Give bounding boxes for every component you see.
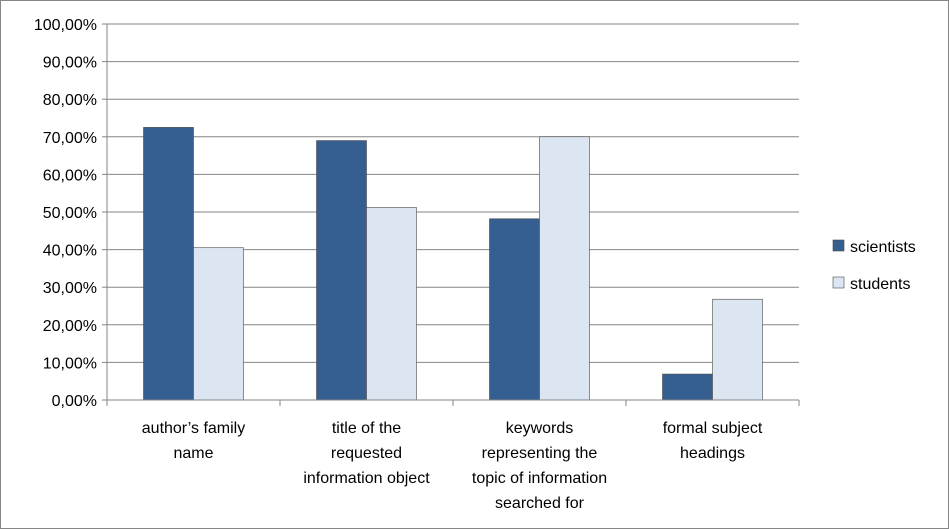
x-category-label: requested — [331, 445, 402, 462]
bar-scientists — [489, 218, 540, 401]
bar-students — [366, 207, 417, 401]
y-tick-label: 10,00% — [43, 355, 97, 372]
x-category-label: searched for — [495, 495, 585, 512]
y-tick-label: 90,00% — [43, 55, 97, 72]
x-axis-category-labels: author’s family name title of the requested… — [142, 420, 763, 512]
legend-swatch-students — [832, 276, 845, 289]
y-tick-label: 0,00% — [52, 393, 97, 410]
bar-students — [193, 247, 244, 401]
bar-students — [539, 136, 590, 401]
x-category-label: formal subject — [663, 420, 763, 437]
legend-label-students: students — [850, 276, 910, 293]
bar-scientists — [143, 127, 194, 401]
legend-label-scientists: scientists — [850, 239, 916, 256]
legend: scientists students — [832, 239, 916, 293]
y-tick-label: 60,00% — [43, 167, 97, 184]
y-tick-label: 20,00% — [43, 318, 97, 335]
x-category-label: title of the — [332, 420, 401, 437]
y-tick-label: 40,00% — [43, 243, 97, 260]
axes — [102, 23, 800, 406]
bar-scientists — [316, 140, 367, 401]
y-tick-label: 70,00% — [43, 130, 97, 147]
legend-swatch-scientists — [832, 239, 845, 252]
bar-students — [712, 298, 763, 401]
x-category-label: topic of information — [472, 470, 607, 487]
y-tick-label: 50,00% — [43, 205, 97, 222]
x-category-label: author’s family — [142, 420, 245, 437]
y-tick-label: 80,00% — [43, 92, 97, 109]
y-tick-label: 100,00% — [34, 17, 97, 34]
bar-scientists — [662, 373, 713, 401]
bars — [143, 127, 763, 401]
x-category-label: information object — [303, 470, 430, 487]
x-category-label: keywords — [506, 420, 574, 437]
x-category-label: headings — [680, 445, 745, 462]
y-tick-label: 30,00% — [43, 280, 97, 297]
y-axis-tick-labels: 0,00% 10,00% 20,00% 30,00% 40,00% 50,00% 60,00… — [34, 17, 97, 410]
x-category-label: representing the — [482, 445, 598, 462]
x-category-label: name — [173, 445, 213, 462]
